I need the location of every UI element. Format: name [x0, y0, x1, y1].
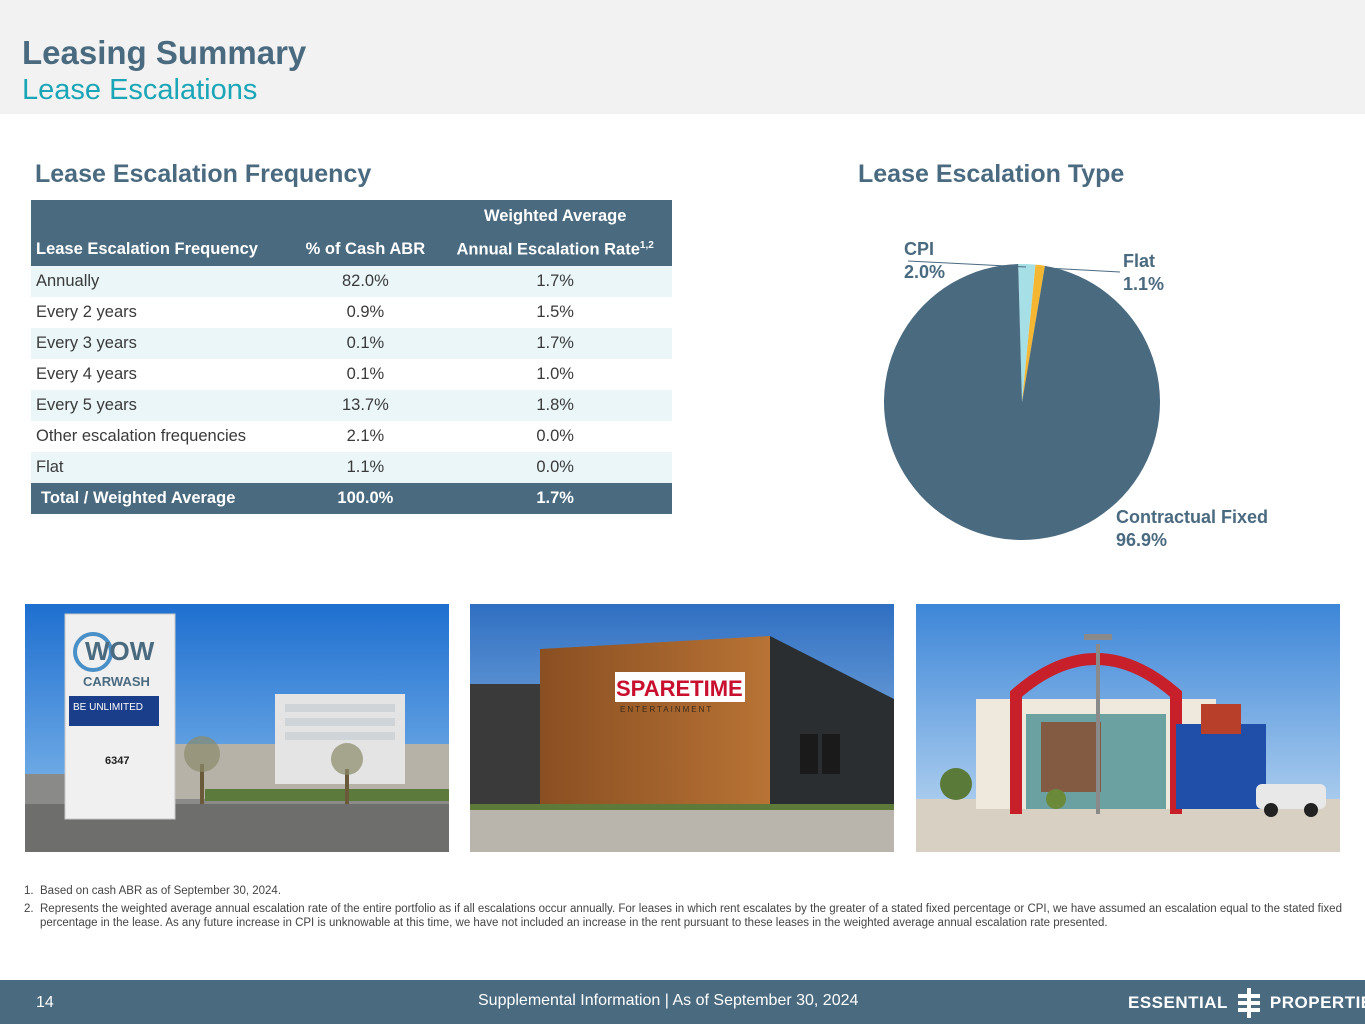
- total-abr: 100.0%: [292, 483, 439, 514]
- row-rate: 1.0%: [536, 365, 574, 383]
- carwash-screen-text: BE UNLIMITED: [73, 702, 143, 713]
- carwash-address: 6347: [105, 755, 129, 767]
- page-footer: 14 Supplemental Information | As of Sept…: [0, 980, 1365, 1024]
- contractual-fixed-label-name: Contractual Fixed: [1116, 507, 1269, 527]
- table-row: Annually 82.0% 1.7%: [31, 266, 672, 297]
- footnote-ref: 1,2: [639, 239, 654, 251]
- pie-slice-flat: [1022, 264, 1045, 402]
- carwash-sign-text: CARWASH: [83, 674, 150, 689]
- footnote-number: 2.: [24, 903, 34, 915]
- row-rate: 0.0%: [438, 452, 672, 483]
- page-subtitle: Lease Escalations: [22, 74, 258, 106]
- row-abr: 0.1%: [292, 328, 439, 359]
- table-header-blank: [292, 200, 439, 233]
- cpi-label-value: 2.0%: [904, 262, 946, 282]
- logo-text-right: PROPERTIES: [1269, 993, 1365, 1012]
- row-label: Every 2 years: [36, 303, 137, 321]
- table-header-blank: [31, 200, 293, 233]
- restaurant-photo: [916, 604, 1340, 852]
- contractual-fixed-label-value: 96.9%: [1116, 530, 1168, 550]
- company-logo: ESSENTIAL PROPERTIES: [1128, 988, 1365, 1018]
- pie-slice-contractual-fixed: [884, 264, 1160, 540]
- row-label: Every 4 years: [36, 365, 137, 383]
- table-row: Flat 1.1% 0.0%: [31, 452, 672, 483]
- carwash-photo-art: WOW CARWASH BE UNLIMITED 6347: [25, 604, 449, 852]
- sparetime-photo: SPARETIME ENTERTAINMENT: [470, 604, 894, 852]
- table-row: Every 5 years 13.7% 1.8%: [31, 390, 672, 421]
- frequency-table: Weighted Average Lease Escalation Freque…: [31, 200, 672, 514]
- footnote-number: 1.: [24, 885, 34, 897]
- row-label: Every 5 years: [31, 390, 293, 421]
- restaurant-photo-art: [916, 604, 1340, 852]
- carwash-photo: WOW CARWASH BE UNLIMITED 6347: [25, 604, 449, 852]
- footnote-text: Represents the weighted average annual e…: [40, 903, 1342, 929]
- footnotes: 1. Based on cash ABR as of September 30,…: [24, 884, 1344, 934]
- row-rate: 1.8%: [438, 390, 672, 421]
- flat-label-name: Flat: [1123, 251, 1156, 271]
- page-header: Leasing Summary Lease Escalations: [0, 0, 1365, 114]
- carwash-sign-wow: WOW: [85, 636, 155, 666]
- row-label: Annually: [31, 266, 293, 297]
- row-rate: 1.5%: [536, 303, 574, 321]
- type-section-title: Lease Escalation Type: [858, 160, 1125, 188]
- page-title: Leasing Summary: [22, 34, 307, 71]
- escalation-type-pie-chart: [884, 260, 1160, 540]
- row-abr: 2.1%: [346, 427, 385, 445]
- table-header-top: Weighted Average: [438, 200, 672, 233]
- footnote: 2. Represents the weighted average annua…: [24, 902, 1344, 930]
- sparetime-photo-art: SPARETIME ENTERTAINMENT: [470, 604, 894, 852]
- total-rate: 1.7%: [438, 483, 672, 514]
- row-abr: 1.1%: [292, 452, 439, 483]
- table-row: Other escalation frequencies 2.1% 0.0%: [31, 421, 672, 452]
- flat-label-value: 1.1%: [1123, 274, 1165, 294]
- table-header-rate: Annual Escalation Rate1,2: [438, 233, 672, 266]
- table-header-abr: % of Cash ABR: [292, 233, 439, 266]
- contractual-fixed-label: Contractual Fixed 96.9%: [1116, 506, 1268, 552]
- flat-leader-line: [1045, 267, 1121, 273]
- row-abr: 0.9%: [346, 303, 385, 321]
- table-total-row: Total / Weighted Average 100.0% 1.7%: [31, 483, 672, 514]
- row-label: Every 3 years: [31, 328, 293, 359]
- cpi-label: CPI 2.0%: [904, 238, 945, 284]
- cpi-label-name: CPI: [904, 239, 935, 259]
- page-number: 14: [36, 994, 54, 1011]
- total-label: Total / Weighted Average: [31, 483, 293, 514]
- row-abr: 0.1%: [346, 365, 385, 383]
- logo-text-left: ESSENTIAL: [1128, 993, 1228, 1012]
- flat-label: Flat 1.1%: [1123, 250, 1164, 296]
- logo-mark-icon: [1237, 988, 1260, 1018]
- row-label: Flat: [31, 452, 293, 483]
- frequency-section-title: Lease Escalation Frequency: [35, 160, 372, 188]
- sparetime-sign: SPARETIME: [616, 676, 743, 701]
- pie-slice-cpi: [1018, 264, 1036, 402]
- footer-caption: Supplemental Information | As of Septemb…: [478, 992, 859, 1009]
- row-rate: 1.7%: [438, 328, 672, 359]
- row-abr: 82.0%: [292, 266, 439, 297]
- table-row: Every 2 years 0.9% 1.5%: [31, 297, 672, 328]
- table-row: Every 4 years 0.1% 1.0%: [31, 359, 672, 390]
- row-rate: 1.7%: [438, 266, 672, 297]
- cpi-leader-line: [907, 260, 1027, 268]
- pie-slices: [884, 264, 1160, 540]
- row-rate: 0.0%: [536, 427, 574, 445]
- row-abr: 13.7%: [292, 390, 439, 421]
- table-header-rate-text: Annual Escalation Rate: [456, 240, 640, 259]
- row-label: Other escalation frequencies: [36, 427, 247, 445]
- table-header-frequency: Lease Escalation Frequency: [31, 233, 293, 266]
- footnote-text: Based on cash ABR as of September 30, 20…: [40, 885, 282, 897]
- sparetime-subsign: ENTERTAINMENT: [620, 705, 713, 714]
- table-row: Every 3 years 0.1% 1.7%: [31, 328, 672, 359]
- footnote: 1. Based on cash ABR as of September 30,…: [24, 884, 1344, 898]
